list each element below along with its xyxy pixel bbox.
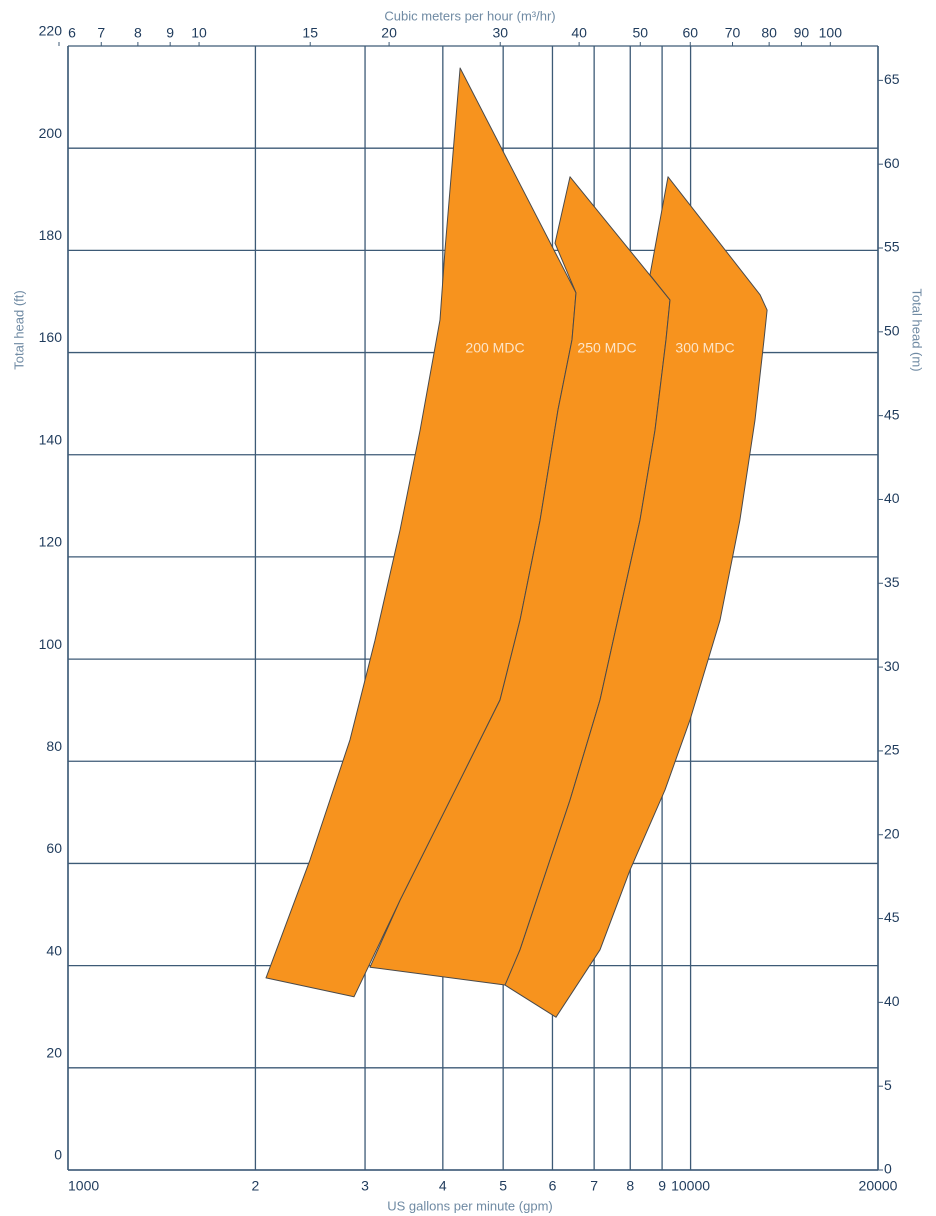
y-axis-title: Total head (ft) bbox=[11, 290, 26, 370]
y-tick-label: 120 bbox=[39, 534, 63, 550]
x-tick-label: 20000 bbox=[859, 1178, 898, 1194]
y2-tick-label: 35 bbox=[884, 574, 900, 590]
y2-tick-label: 45 bbox=[884, 909, 900, 925]
y-tick-label: 100 bbox=[39, 636, 63, 652]
x2-tick-label: 15 bbox=[302, 25, 318, 41]
y2-tick-label: 50 bbox=[884, 323, 900, 339]
y2-tick-label: 0 bbox=[884, 1161, 892, 1177]
y2-tick-label: 5 bbox=[884, 1077, 892, 1093]
x2-tick-label: 30 bbox=[492, 25, 508, 41]
x-tick-label: 3 bbox=[361, 1178, 369, 1194]
x2-tick-label: 20 bbox=[381, 25, 397, 41]
y-tick-label: 60 bbox=[46, 840, 62, 856]
y-tick-label: 0 bbox=[54, 1147, 62, 1163]
region bbox=[504, 176, 768, 1018]
x-tick-label: 8 bbox=[626, 1178, 634, 1194]
y2-tick-label: 40 bbox=[884, 490, 900, 506]
y-tick-label: 200 bbox=[39, 125, 63, 141]
x-axis-title: US gallons per minute (gpm) bbox=[387, 1198, 552, 1213]
y-tick-label: 80 bbox=[46, 738, 62, 754]
x2-tick-label: 9 bbox=[166, 25, 174, 41]
x2-tick-label: 90 bbox=[794, 25, 810, 41]
x-tick-label: 4 bbox=[439, 1178, 447, 1194]
y-tick-label: 140 bbox=[39, 431, 63, 447]
y2-tick-label: 60 bbox=[884, 155, 900, 171]
x2-axis-title: Cubic meters per hour (m³/hr) bbox=[384, 8, 555, 23]
y2-tick-label: 40 bbox=[884, 993, 900, 1009]
y2-tick-label: 55 bbox=[884, 239, 900, 255]
y-tick-label: 160 bbox=[39, 329, 63, 345]
y2-tick-label: 65 bbox=[884, 71, 900, 87]
x2-tick-label: 80 bbox=[761, 25, 777, 41]
x2-tick-label: 60 bbox=[682, 25, 698, 41]
y2-tick-label: 25 bbox=[884, 742, 900, 758]
y-tick-label: 180 bbox=[39, 227, 63, 243]
x2-tick-label: 10 bbox=[191, 25, 207, 41]
x-tick-label: 6 bbox=[549, 1178, 557, 1194]
x2-tick-label: 100 bbox=[819, 25, 843, 41]
region-label: 300 MDC bbox=[675, 340, 734, 356]
x2-tick-label: 50 bbox=[632, 25, 648, 41]
x-tick-label: 10000 bbox=[671, 1178, 710, 1194]
y-tick-label: 20 bbox=[46, 1045, 62, 1061]
y2-axis-title: Total head (m) bbox=[910, 288, 925, 371]
x-tick-label: 7 bbox=[590, 1178, 598, 1194]
y2-tick-label: 20 bbox=[884, 825, 900, 841]
x-tick-label: 1000 bbox=[68, 1178, 99, 1194]
y2-tick-label: 30 bbox=[884, 658, 900, 674]
x-tick-label: 5 bbox=[499, 1178, 507, 1194]
region-label: 200 MDC bbox=[465, 340, 524, 356]
region-label: 250 MDC bbox=[577, 340, 636, 356]
x2-tick-label: 40 bbox=[571, 25, 587, 41]
y2-tick-label: 45 bbox=[884, 406, 900, 422]
x2-tick-label: 70 bbox=[725, 25, 741, 41]
x2-tick-label: 6 bbox=[68, 25, 76, 41]
x-tick-label: 9 bbox=[658, 1178, 666, 1194]
x2-tick-label: 7 bbox=[97, 25, 105, 41]
x-tick-label: 2 bbox=[252, 1178, 260, 1194]
layer: 200 MDC 250 MDC 300 MDC bbox=[265, 67, 768, 1018]
y-tick-label: 220 bbox=[39, 23, 63, 39]
x2-tick-label: 8 bbox=[134, 25, 142, 41]
y-tick-label: 40 bbox=[46, 942, 62, 958]
